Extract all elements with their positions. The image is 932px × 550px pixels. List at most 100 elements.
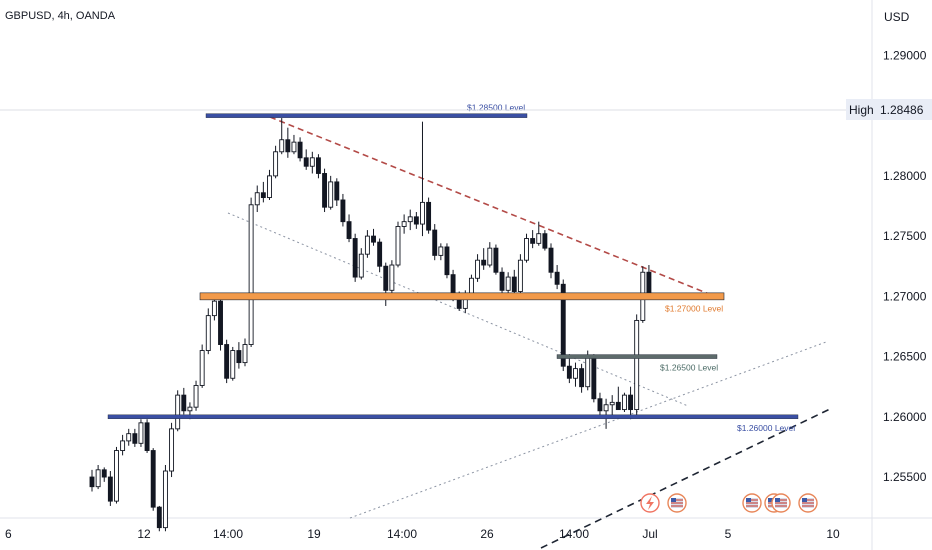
candle[interactable] bbox=[303, 149, 309, 170]
candle[interactable] bbox=[628, 386, 634, 420]
candle[interactable] bbox=[511, 269, 517, 294]
candle[interactable] bbox=[573, 362, 578, 387]
candle[interactable] bbox=[524, 233, 529, 263]
candle[interactable] bbox=[505, 272, 511, 294]
upper-channel-dotted-line[interactable] bbox=[227, 212, 689, 407]
candle[interactable] bbox=[291, 134, 297, 155]
candle[interactable] bbox=[132, 428, 138, 447]
candle[interactable] bbox=[236, 342, 242, 369]
candle[interactable] bbox=[248, 197, 254, 347]
candle[interactable] bbox=[603, 398, 609, 429]
candle[interactable] bbox=[536, 221, 542, 246]
candle[interactable] bbox=[218, 298, 223, 351]
candle[interactable] bbox=[554, 265, 560, 290]
candle[interactable] bbox=[95, 464, 101, 490]
candle[interactable] bbox=[193, 380, 199, 411]
candle[interactable] bbox=[364, 230, 370, 258]
candle[interactable] bbox=[254, 185, 260, 213]
candle[interactable] bbox=[126, 428, 132, 446]
candle[interactable] bbox=[493, 244, 499, 275]
candle[interactable] bbox=[101, 467, 107, 482]
price-level[interactable]: $1.28500 Level bbox=[205, 103, 528, 118]
candle[interactable] bbox=[315, 154, 321, 179]
candle[interactable] bbox=[181, 387, 187, 415]
candle[interactable] bbox=[413, 212, 419, 229]
candle[interactable] bbox=[279, 118, 285, 155]
economic-event-us-flag-icon-2[interactable] bbox=[742, 493, 762, 513]
candle[interactable] bbox=[328, 175, 334, 210]
candle[interactable] bbox=[444, 243, 450, 279]
candle[interactable] bbox=[389, 260, 395, 294]
candle[interactable] bbox=[591, 354, 597, 403]
candle[interactable] bbox=[175, 390, 181, 432]
candle[interactable] bbox=[475, 254, 481, 282]
ascending-support-dashed-line[interactable] bbox=[540, 408, 831, 549]
candle[interactable] bbox=[401, 214, 407, 234]
candle[interactable] bbox=[548, 243, 554, 279]
candle[interactable] bbox=[597, 392, 603, 417]
candle[interactable] bbox=[420, 121, 425, 237]
candle[interactable] bbox=[169, 422, 175, 478]
candle[interactable] bbox=[634, 314, 640, 417]
candle[interactable] bbox=[499, 267, 505, 297]
economic-event-us-flag-icon-5[interactable] bbox=[798, 493, 818, 513]
candle[interactable] bbox=[615, 386, 621, 411]
candle[interactable] bbox=[162, 464, 168, 532]
candle[interactable] bbox=[487, 242, 493, 268]
candle[interactable] bbox=[224, 339, 230, 384]
candle[interactable] bbox=[432, 224, 438, 261]
price-level[interactable]: $1.26000 Level bbox=[107, 414, 799, 433]
candle[interactable] bbox=[377, 238, 383, 273]
economic-event-us-flag-icon-4[interactable] bbox=[771, 493, 791, 513]
price-axis-pane[interactable] bbox=[872, 0, 932, 550]
candle[interactable] bbox=[309, 151, 315, 174]
candle[interactable] bbox=[260, 181, 266, 203]
candle[interactable] bbox=[346, 214, 352, 243]
candle[interactable] bbox=[297, 137, 303, 162]
candle[interactable] bbox=[107, 471, 113, 506]
candle[interactable] bbox=[144, 419, 150, 453]
candle[interactable] bbox=[517, 254, 523, 294]
dividend-lightning-icon[interactable] bbox=[640, 493, 660, 513]
candle[interactable] bbox=[114, 446, 119, 504]
candle[interactable] bbox=[358, 248, 364, 280]
candle[interactable] bbox=[285, 127, 291, 158]
candle[interactable] bbox=[230, 346, 236, 381]
candle[interactable] bbox=[340, 193, 346, 227]
economic-event-us-flag-icon[interactable] bbox=[667, 493, 687, 513]
candle[interactable] bbox=[267, 169, 272, 200]
candle[interactable] bbox=[579, 363, 585, 393]
event-icons bbox=[640, 493, 818, 513]
candle[interactable] bbox=[542, 230, 548, 251]
candle[interactable] bbox=[438, 243, 444, 261]
currency-label[interactable]: USD bbox=[884, 10, 910, 24]
price-level[interactable]: $1.27000 Level bbox=[199, 292, 725, 314]
candle[interactable] bbox=[426, 197, 432, 234]
candle[interactable] bbox=[242, 338, 248, 367]
candle[interactable] bbox=[205, 308, 211, 355]
candle[interactable] bbox=[407, 209, 413, 231]
candle[interactable] bbox=[199, 344, 205, 388]
candle[interactable] bbox=[89, 469, 95, 492]
candle[interactable] bbox=[156, 505, 162, 532]
candle[interactable] bbox=[646, 265, 652, 297]
candle[interactable] bbox=[211, 296, 217, 321]
candle[interactable] bbox=[150, 448, 156, 511]
descending-resistance-dashed-line[interactable] bbox=[269, 116, 725, 301]
candle[interactable] bbox=[530, 230, 536, 249]
candle[interactable] bbox=[334, 178, 340, 206]
candle[interactable] bbox=[322, 168, 328, 213]
price-level[interactable]: $1.26500 Level bbox=[556, 354, 718, 373]
candle[interactable] bbox=[273, 145, 279, 179]
time-tick-label: 10 bbox=[826, 527, 840, 541]
candle[interactable] bbox=[566, 354, 572, 384]
candle[interactable] bbox=[138, 419, 144, 447]
candle[interactable] bbox=[371, 228, 376, 246]
candle[interactable] bbox=[481, 248, 487, 270]
candle[interactable] bbox=[352, 233, 358, 282]
candle[interactable] bbox=[609, 395, 615, 417]
candle[interactable] bbox=[120, 434, 126, 456]
candle[interactable] bbox=[621, 392, 627, 412]
candle[interactable] bbox=[395, 221, 401, 268]
